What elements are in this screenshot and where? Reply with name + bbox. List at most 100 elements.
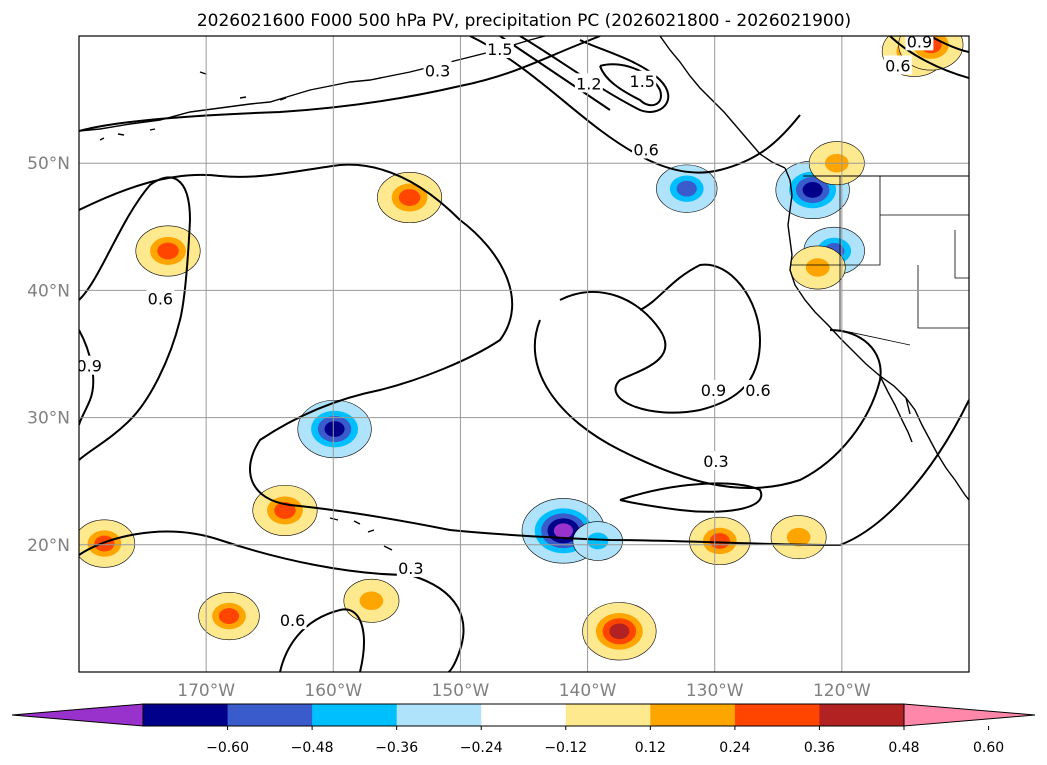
colorbar-swatch — [481, 704, 567, 726]
precip-anomaly — [770, 515, 827, 560]
precip-level-ring — [587, 532, 609, 550]
svg-text:0.3: 0.3 — [425, 62, 450, 81]
lat-tick-label: 40°N — [27, 281, 70, 301]
precip-level-ring — [553, 523, 573, 539]
colorbar-swatch — [565, 704, 651, 726]
us-west-coast — [784, 167, 969, 501]
lon-tick-label: 130°W — [686, 681, 744, 701]
precip-anomaly — [789, 245, 846, 290]
contour-0.6-southwest — [279, 608, 365, 672]
precip-level-ring — [274, 502, 296, 519]
colorbar-tick-label: 0.24 — [719, 740, 750, 756]
colorbar-extend-high — [903, 703, 1036, 727]
contour-0.6-north — [469, 36, 801, 174]
colorbar-tick-label: −0.24 — [460, 740, 503, 756]
svg-text:0.9: 0.9 — [701, 381, 726, 400]
svg-text:0.6: 0.6 — [745, 381, 770, 400]
colorbar-tick-label: −0.48 — [291, 740, 334, 756]
map-frame — [78, 35, 970, 673]
svg-text:0.6: 0.6 — [280, 611, 305, 630]
precip-level-ring — [609, 623, 630, 640]
contour-label: 0.6 — [278, 610, 307, 630]
svg-text:0.9: 0.9 — [76, 357, 101, 376]
precip-level-ring — [709, 533, 730, 549]
contour-0.9-north — [499, 36, 611, 111]
alaska-coast — [79, 36, 546, 132]
latitude-labels: 50°N 40°N 30°N 20°N — [27, 154, 70, 556]
map-panel: 1.5 1.5 1.2 0.3 0.6 0.6 0.9 0.6 0.9 0.9 0.6 0.3 0.3 0… — [76, 32, 970, 673]
grid-lines — [79, 36, 969, 672]
precip-anomaly — [198, 591, 260, 641]
contour-labels: 1.5 1.5 1.2 0.3 0.6 0.6 0.9 0.6 0.9 0.9 0.6 0.3 0.3 0… — [76, 32, 934, 630]
contour-1.5-north — [599, 63, 662, 107]
map-background — [79, 36, 969, 672]
svg-text:1.2: 1.2 — [576, 74, 601, 93]
precip-level-ring — [398, 189, 421, 206]
precip-level-ring — [359, 591, 384, 611]
svg-text:0.9: 0.9 — [907, 32, 932, 51]
colorbar-outline — [142, 703, 905, 727]
colorbar-tick-label: −0.12 — [544, 740, 587, 756]
lon-tick-label: 170°W — [177, 681, 235, 701]
colorbar-tick-label: −0.60 — [206, 740, 249, 756]
colorbar-swatch — [734, 704, 820, 726]
colorbar-swatch — [143, 704, 229, 726]
contour-0.3-south — [619, 482, 763, 513]
precip-anomaly — [572, 521, 623, 561]
coastlines — [79, 36, 969, 551]
colorbar-swatch — [227, 704, 313, 726]
colorbar-tick-label: 0.36 — [804, 740, 835, 756]
precip-anomaly — [582, 602, 657, 661]
colorbar-tick-label: 0.48 — [888, 740, 919, 756]
precip-level-ring — [157, 242, 179, 260]
svg-text:0.6: 0.6 — [148, 289, 173, 308]
precip-anomaly — [343, 578, 400, 623]
contour-0.6-west — [79, 176, 192, 461]
svg-text:0.6: 0.6 — [885, 57, 910, 76]
contour-label: 1.2 — [574, 73, 603, 93]
svg-text:1.5: 1.5 — [487, 40, 512, 59]
baja-peninsula — [879, 375, 913, 443]
lon-tick-label: 150°W — [432, 681, 490, 701]
contour-label: 0.3 — [423, 60, 452, 81]
contour-label: 0.6 — [743, 379, 772, 400]
lon-tick-label: 160°W — [304, 681, 362, 701]
precip-level-ring — [218, 608, 240, 624]
contour-0.6-central — [533, 319, 882, 490]
aleutian-islands — [99, 71, 287, 141]
colorbar-swatch — [312, 704, 398, 726]
precip-anomaly — [297, 399, 372, 459]
lon-tick-label: 140°W — [559, 681, 617, 701]
lon-tick-label: 120°W — [813, 681, 871, 701]
precip-level-ring — [802, 182, 823, 198]
precip-anomaly — [135, 225, 201, 277]
precip-level-ring — [94, 535, 115, 552]
precip-level-ring — [676, 180, 697, 197]
contour-label: 0.9 — [905, 32, 934, 51]
colorbar-swatch — [819, 704, 905, 726]
contour-label: 0.3 — [396, 557, 425, 578]
contour-0.6-ne — [889, 36, 969, 79]
precip-anomaly — [79, 519, 136, 568]
precip-anomaly — [377, 172, 443, 224]
svg-text:0.3: 0.3 — [703, 452, 728, 471]
colorbar: −0.60 −0.48 −0.36 −0.24 −0.12 0.12 0.24 0.36 0.4… — [11, 703, 1036, 756]
contour-0.3-north — [79, 36, 601, 132]
contour-0.9-west — [79, 329, 95, 426]
contour-label: 0.3 — [701, 451, 730, 471]
chart-title: 2026021600 F000 500 hPa PV, precipitatio… — [197, 11, 851, 31]
contour-label: 0.9 — [76, 355, 104, 376]
svg-text:0.3: 0.3 — [398, 559, 423, 578]
precip-level-ring — [805, 258, 830, 277]
longitude-labels: 170°W 160°W 150°W 140°W 130°W 120°W — [177, 681, 871, 701]
alaska-panhandle — [659, 36, 786, 169]
precip-anomaly — [656, 164, 718, 213]
colorbar-tick-label: 0.12 — [635, 740, 666, 756]
contour-1.2-north — [519, 36, 670, 113]
contour-label: 0.9 — [699, 379, 728, 400]
precip-anomaly — [252, 484, 318, 536]
lat-tick-label: 30°N — [27, 409, 70, 429]
contour-0.9-central — [559, 263, 762, 414]
precip-level-ring — [324, 421, 345, 437]
